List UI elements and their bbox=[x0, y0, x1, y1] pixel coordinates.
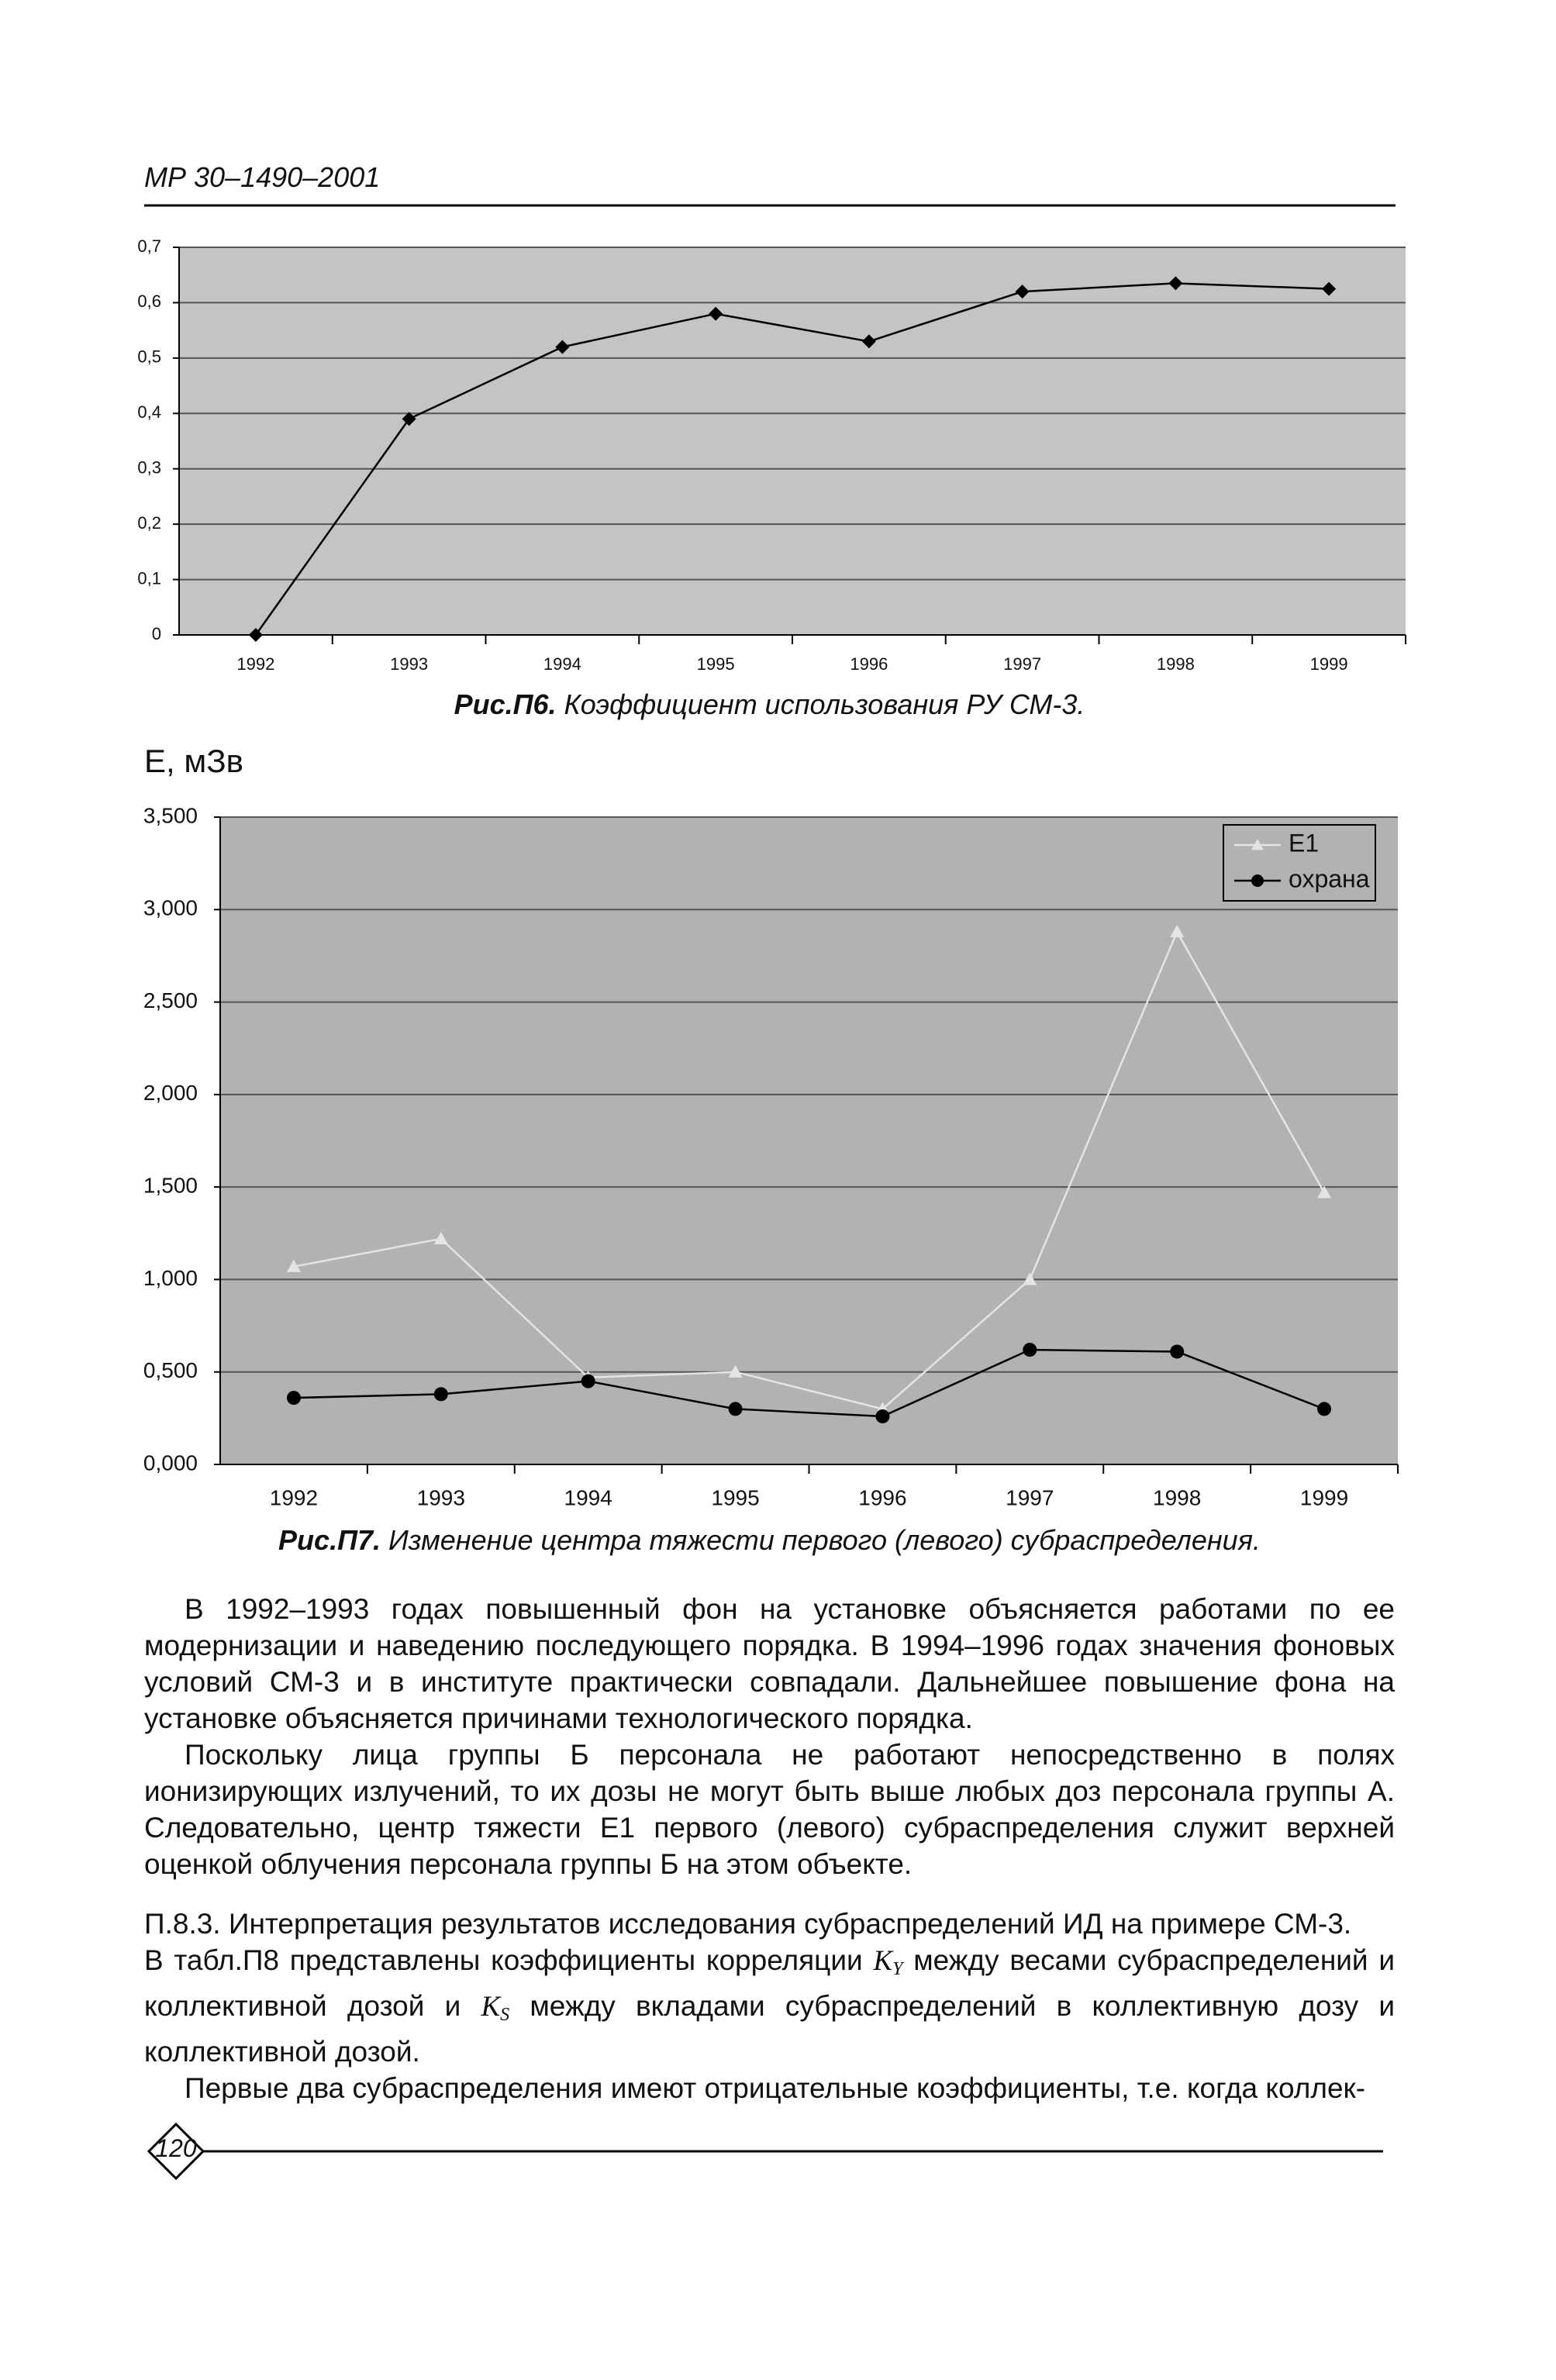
y-tick-label: 0,1 bbox=[137, 568, 161, 588]
subscript: S bbox=[500, 2005, 510, 2025]
series-line bbox=[254, 282, 1330, 636]
x-tick-label: 1999 bbox=[1300, 1485, 1348, 1509]
point bbox=[1170, 924, 1185, 938]
point bbox=[728, 1402, 743, 1416]
subscript: Y bbox=[892, 1959, 903, 1979]
point bbox=[1317, 1402, 1332, 1416]
page-number: 120 bbox=[155, 2134, 197, 2162]
symbol: K bbox=[481, 1991, 501, 2023]
legend-box bbox=[1223, 824, 1376, 902]
point bbox=[728, 1364, 743, 1378]
x-tick-label: 1995 bbox=[697, 654, 735, 674]
paragraph: Поскольку лица группы Б персонала не раб… bbox=[144, 1739, 1395, 1880]
x-tick-label: 1996 bbox=[858, 1485, 906, 1509]
point bbox=[1322, 281, 1337, 296]
x-tick-label: 1997 bbox=[1006, 1485, 1054, 1509]
page-number-frame bbox=[147, 2122, 205, 2181]
y-tick-label: 0,6 bbox=[137, 291, 161, 311]
point bbox=[248, 628, 263, 642]
paragraph: П.8.3. Интерпретация результатов исследо… bbox=[144, 1908, 1352, 1940]
point bbox=[875, 1409, 890, 1423]
point bbox=[433, 1231, 448, 1245]
y-tick-label: 0 bbox=[152, 624, 161, 643]
point bbox=[861, 334, 876, 349]
plot-area bbox=[179, 247, 1406, 635]
x-tick-label: 1998 bbox=[1157, 654, 1195, 674]
legend-label: E1 bbox=[1289, 829, 1319, 857]
legend-marker bbox=[1251, 839, 1264, 850]
figure-caption: Рис.П6. Коэффициент использования РУ СМ-… bbox=[144, 688, 1395, 721]
text: В табл.П8 представлены коэффициенты корр… bbox=[144, 1944, 874, 1976]
point bbox=[555, 340, 570, 354]
x-tick-label: 1995 bbox=[711, 1485, 759, 1509]
point bbox=[1168, 276, 1183, 291]
y-tick-label: 1,000 bbox=[143, 1266, 198, 1290]
header-code: МР 30–1490–2001 bbox=[144, 161, 381, 193]
y-tick-label: 3,500 bbox=[143, 803, 198, 827]
point bbox=[1015, 285, 1030, 299]
caption-label: Рис.П7. bbox=[278, 1524, 381, 1556]
symbol: K bbox=[873, 1945, 893, 1977]
x-tick-label: 1999 bbox=[1310, 654, 1348, 674]
text: между весами субраспределений и коллекти… bbox=[144, 1944, 1395, 2022]
y-tick-label: 1,500 bbox=[143, 1174, 198, 1198]
point bbox=[286, 1259, 301, 1272]
plot-area bbox=[220, 817, 1398, 1464]
y-tick-label: 2,500 bbox=[143, 988, 198, 1012]
series-line bbox=[293, 1348, 1325, 1418]
figure-caption: Рис.П7. Изменение центра тяжести первого… bbox=[144, 1524, 1395, 1557]
paragraph: В 1992–1993 годах повышенный фон на уста… bbox=[144, 1593, 1395, 1734]
point bbox=[433, 1387, 448, 1402]
x-tick-label: 1997 bbox=[1003, 654, 1041, 674]
caption-label: Рис.П6. bbox=[454, 688, 557, 720]
x-tick-label: 1992 bbox=[270, 1485, 318, 1509]
point bbox=[1023, 1272, 1037, 1285]
paragraph: В табл.П8 представлены коэффициенты корр… bbox=[144, 1942, 1395, 2070]
point bbox=[1317, 1185, 1332, 1199]
x-tick-label: 1992 bbox=[236, 654, 274, 674]
series-line bbox=[293, 930, 1326, 1410]
y-tick-label: 3,000 bbox=[143, 896, 198, 920]
legend-marker bbox=[1251, 874, 1264, 887]
y-tick-label: 0,4 bbox=[137, 402, 161, 422]
point bbox=[286, 1391, 301, 1406]
x-tick-label: 1993 bbox=[390, 654, 428, 674]
point bbox=[1170, 1344, 1185, 1359]
y-tick-label: 0,000 bbox=[143, 1450, 198, 1475]
caption-text: Изменение центра тяжести первого (левого… bbox=[388, 1524, 1261, 1556]
point bbox=[709, 306, 723, 321]
y-tick-label: 0,7 bbox=[137, 236, 161, 256]
body-text: В 1992–1993 годах повышенный фон на уста… bbox=[144, 1591, 1395, 2106]
point bbox=[1023, 1343, 1037, 1357]
y-tick-label: 0,2 bbox=[137, 513, 161, 533]
legend-label: охрана bbox=[1289, 864, 1370, 892]
point bbox=[581, 1374, 595, 1388]
x-tick-label: 1998 bbox=[1153, 1485, 1201, 1509]
x-tick-label: 1996 bbox=[850, 654, 888, 674]
y-tick-label: 0,3 bbox=[137, 458, 161, 478]
y-tick-label: 0,5 bbox=[137, 347, 161, 367]
x-tick-label: 1993 bbox=[417, 1485, 465, 1509]
caption-text: Коэффициент использования РУ СМ-3. bbox=[564, 688, 1085, 720]
point bbox=[402, 412, 416, 426]
y-tick-label: 2,000 bbox=[143, 1081, 198, 1105]
x-tick-label: 1994 bbox=[543, 654, 581, 674]
x-tick-label: 1994 bbox=[564, 1485, 612, 1509]
paragraph: Первые два субраспределения имеют отрица… bbox=[185, 2072, 1366, 2104]
y-tick-label: 0,500 bbox=[143, 1358, 198, 1382]
y-axis-label: E, мЗв bbox=[144, 743, 243, 779]
text: между вкладами субраспределений в коллек… bbox=[144, 1990, 1395, 2068]
